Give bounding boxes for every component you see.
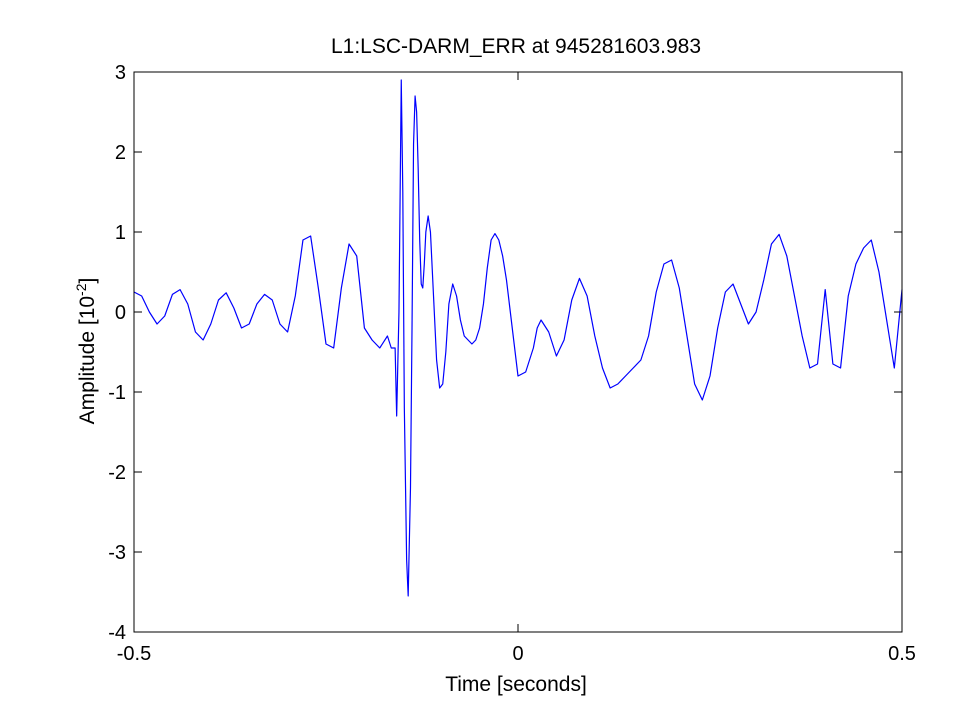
x-ticks: -0.5 0 0.5: [117, 72, 916, 665]
y-tick-label: -2: [108, 462, 126, 484]
x-tick-label: -0.5: [117, 643, 151, 665]
y-tick-label: 3: [115, 62, 126, 84]
y-tick-label: -4: [108, 622, 126, 644]
y-tick-label: 2: [115, 142, 126, 164]
y-axis-label-suffix: ]: [76, 278, 99, 284]
y-axis-label-base: Amplitude [10: [76, 296, 99, 424]
series-line-0: [133, 79, 903, 597]
y-tick-label: -3: [108, 542, 126, 564]
x-tick-label: 0: [512, 643, 523, 665]
y-tick-label: 0: [115, 302, 126, 324]
y-axis-label: Amplitude [10-2]: [73, 278, 99, 425]
series-layer: [133, 79, 903, 597]
y-tick-label: 1: [115, 222, 126, 244]
x-axis-label: Time [seconds]: [445, 673, 587, 696]
y-axis-label-exponent: -2: [73, 283, 89, 296]
plot-background: [134, 72, 902, 632]
chart-title: L1:LSC-DARM_ERR at 945281603.983: [331, 35, 701, 58]
plot-area: [134, 72, 902, 632]
y-ticks: -4 -3 -2 -1 0 1 2 3: [108, 62, 902, 644]
y-tick-label: -1: [108, 382, 126, 404]
x-tick-label: 0.5: [888, 643, 916, 665]
